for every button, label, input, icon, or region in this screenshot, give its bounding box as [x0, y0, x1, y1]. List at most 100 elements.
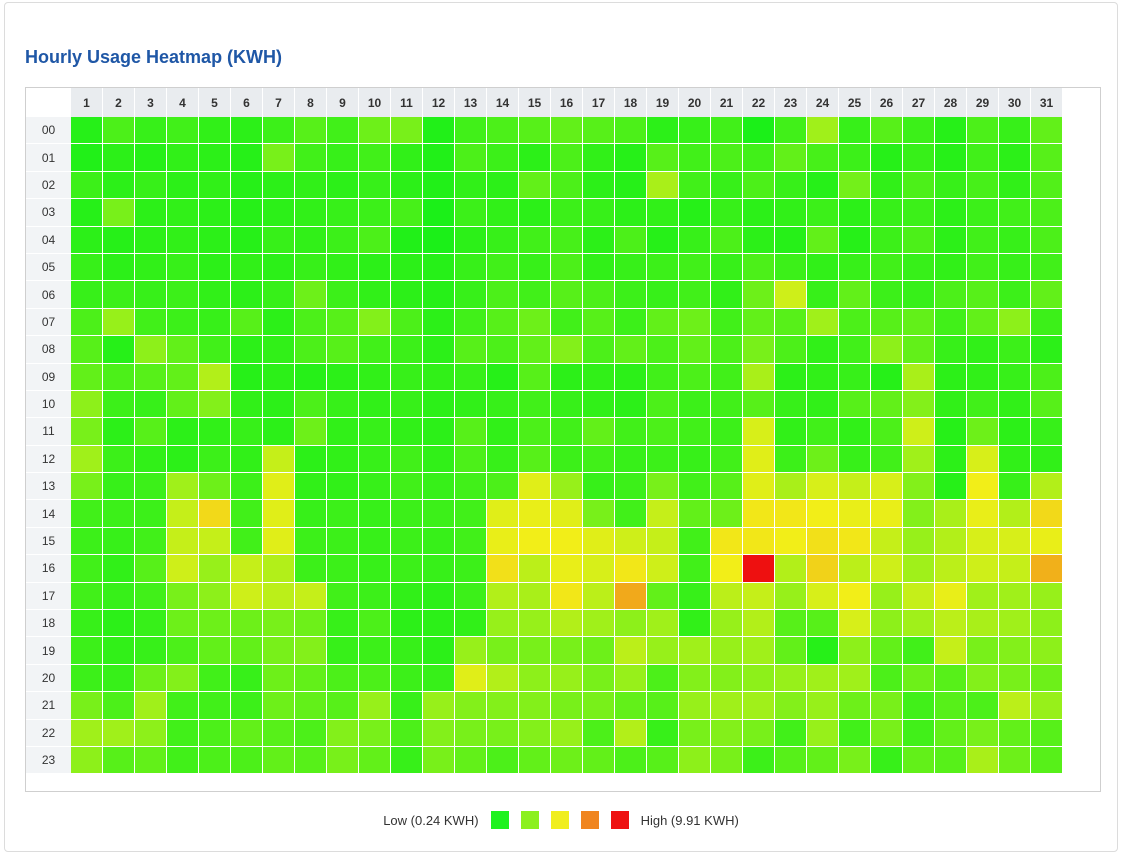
heatmap-cell[interactable] [487, 473, 519, 501]
heatmap-cell[interactable] [679, 253, 711, 282]
heatmap-cell[interactable] [423, 719, 455, 747]
heatmap-cell[interactable] [583, 363, 615, 391]
heatmap-cell[interactable] [679, 746, 711, 775]
heatmap-cell[interactable] [807, 308, 839, 337]
heatmap-cell[interactable] [199, 171, 231, 200]
heatmap-cell[interactable] [615, 363, 647, 391]
heatmap-cell[interactable] [807, 664, 839, 693]
heatmap-cell[interactable] [935, 664, 967, 693]
heatmap-cell[interactable] [231, 363, 263, 391]
heatmap-cell[interactable] [775, 336, 807, 364]
heatmap-cell[interactable] [615, 418, 647, 446]
heatmap-cell[interactable] [391, 418, 423, 446]
heatmap-cell[interactable] [167, 336, 199, 364]
heatmap-cell[interactable] [103, 253, 135, 282]
heatmap-cell[interactable] [615, 610, 647, 638]
heatmap-cell[interactable] [231, 144, 263, 172]
heatmap-cell[interactable] [711, 719, 743, 747]
heatmap-cell[interactable] [871, 281, 903, 309]
heatmap-cell[interactable] [903, 418, 935, 446]
heatmap-cell[interactable] [455, 390, 487, 419]
heatmap-cell[interactable] [263, 610, 295, 638]
heatmap-cell[interactable] [615, 637, 647, 665]
heatmap-cell[interactable] [103, 664, 135, 693]
heatmap-cell[interactable] [967, 418, 999, 446]
heatmap-cell[interactable] [135, 500, 167, 528]
heatmap-cell[interactable] [647, 418, 679, 446]
heatmap-cell[interactable] [1031, 692, 1063, 720]
heatmap-cell[interactable] [455, 746, 487, 775]
heatmap-cell[interactable] [231, 473, 263, 501]
heatmap-cell[interactable] [743, 692, 775, 720]
heatmap-cell[interactable] [263, 226, 295, 254]
heatmap-cell[interactable] [775, 527, 807, 556]
heatmap-cell[interactable] [935, 692, 967, 720]
heatmap-cell[interactable] [839, 527, 871, 556]
heatmap-cell[interactable] [359, 610, 391, 638]
heatmap-cell[interactable] [1031, 582, 1063, 611]
heatmap-cell[interactable] [263, 418, 295, 446]
heatmap-cell[interactable] [807, 336, 839, 364]
heatmap-cell[interactable] [295, 664, 327, 693]
heatmap-cell[interactable] [615, 390, 647, 419]
heatmap-cell[interactable] [199, 336, 231, 364]
heatmap-cell[interactable] [999, 527, 1031, 556]
heatmap-cell[interactable] [903, 500, 935, 528]
heatmap-cell[interactable] [967, 281, 999, 309]
heatmap-cell[interactable] [967, 637, 999, 665]
heatmap-cell[interactable] [935, 363, 967, 391]
heatmap-cell[interactable] [263, 445, 295, 474]
heatmap-cell[interactable] [103, 692, 135, 720]
heatmap-cell[interactable] [935, 719, 967, 747]
heatmap-cell[interactable] [231, 308, 263, 337]
heatmap-cell[interactable] [711, 582, 743, 611]
heatmap-cell[interactable] [199, 500, 231, 528]
heatmap-cell[interactable] [71, 144, 103, 172]
heatmap-cell[interactable] [71, 473, 103, 501]
heatmap-cell[interactable] [327, 281, 359, 309]
heatmap-cell[interactable] [999, 117, 1031, 145]
heatmap-cell[interactable] [775, 473, 807, 501]
heatmap-cell[interactable] [71, 746, 103, 775]
heatmap-cell[interactable] [231, 637, 263, 665]
heatmap-cell[interactable] [71, 582, 103, 611]
heatmap-cell[interactable] [551, 144, 583, 172]
heatmap-cell[interactable] [1031, 610, 1063, 638]
heatmap-cell[interactable] [455, 144, 487, 172]
heatmap-cell[interactable] [711, 390, 743, 419]
heatmap-cell[interactable] [263, 582, 295, 611]
heatmap-cell[interactable] [903, 637, 935, 665]
heatmap-cell[interactable] [231, 253, 263, 282]
heatmap-cell[interactable] [295, 144, 327, 172]
heatmap-cell[interactable] [743, 719, 775, 747]
heatmap-cell[interactable] [935, 144, 967, 172]
heatmap-cell[interactable] [519, 555, 551, 583]
heatmap-cell[interactable] [807, 500, 839, 528]
heatmap-cell[interactable] [903, 719, 935, 747]
heatmap-cell[interactable] [775, 117, 807, 145]
heatmap-cell[interactable] [583, 281, 615, 309]
heatmap-cell[interactable] [615, 445, 647, 474]
heatmap-cell[interactable] [1031, 253, 1063, 282]
heatmap-cell[interactable] [327, 582, 359, 611]
heatmap-cell[interactable] [519, 582, 551, 611]
heatmap-cell[interactable] [327, 610, 359, 638]
heatmap-cell[interactable] [967, 445, 999, 474]
heatmap-cell[interactable] [359, 445, 391, 474]
heatmap-cell[interactable] [103, 445, 135, 474]
heatmap-cell[interactable] [935, 473, 967, 501]
heatmap-cell[interactable] [455, 692, 487, 720]
heatmap-cell[interactable] [935, 336, 967, 364]
heatmap-cell[interactable] [391, 281, 423, 309]
heatmap-cell[interactable] [647, 363, 679, 391]
heatmap-cell[interactable] [999, 746, 1031, 775]
heatmap-cell[interactable] [167, 281, 199, 309]
heatmap-cell[interactable] [327, 171, 359, 200]
heatmap-cell[interactable] [551, 719, 583, 747]
heatmap-cell[interactable] [359, 664, 391, 693]
heatmap-cell[interactable] [711, 637, 743, 665]
heatmap-cell[interactable] [391, 199, 423, 227]
heatmap-cell[interactable] [583, 555, 615, 583]
heatmap-cell[interactable] [711, 226, 743, 254]
heatmap-cell[interactable] [295, 692, 327, 720]
